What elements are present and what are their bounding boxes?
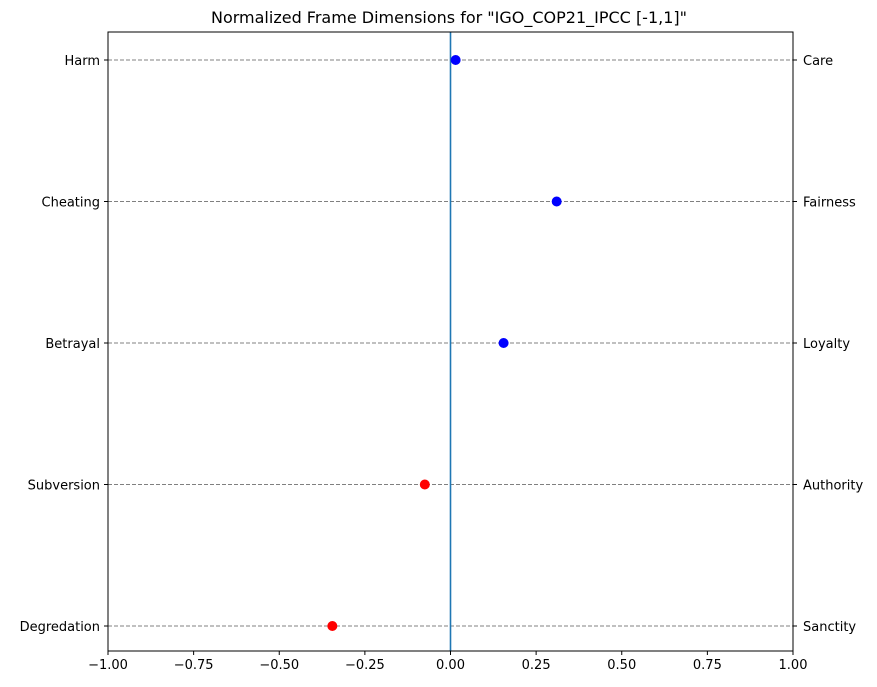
- data-point: [551, 196, 562, 207]
- right-tick-label: Loyalty: [803, 337, 850, 352]
- left-tick-label: Harm: [64, 54, 100, 69]
- plot-marks: [327, 32, 562, 651]
- x-tick-label: 1.00: [779, 658, 808, 673]
- left-tick-label: Cheating: [42, 196, 100, 211]
- axes: −1.00 −0.75 −0.50 −0.25 0.00 0.25 0.50 0.75 1.00…: [20, 31, 863, 673]
- right-tick-label: Care: [803, 54, 833, 69]
- left-tick-label: Betrayal: [45, 337, 100, 352]
- x-tick-label: 0.75: [693, 658, 722, 673]
- data-point: [498, 338, 509, 348]
- x-tick-label: −1.00: [88, 658, 128, 673]
- x-tick-label: 0.25: [522, 658, 551, 673]
- right-tick-label: Sanctity: [803, 620, 856, 635]
- right-tick-label: Fairness: [803, 196, 856, 211]
- left-tick-label: Degredation: [20, 620, 100, 635]
- x-tick-label: −0.75: [174, 658, 214, 673]
- data-point: [450, 55, 461, 65]
- x-tick-label: −0.50: [259, 658, 299, 673]
- x-tick-label: 0.00: [436, 658, 465, 673]
- data-point: [327, 621, 338, 631]
- chart-title: Normalized Frame Dimensions for "IGO_COP…: [211, 8, 687, 28]
- right-tick-label: Authority: [803, 479, 863, 494]
- data-point: [419, 479, 430, 490]
- x-tick-label: 0.50: [607, 658, 636, 673]
- x-tick-label: −0.25: [345, 658, 385, 673]
- left-tick-label: Subversion: [28, 479, 100, 494]
